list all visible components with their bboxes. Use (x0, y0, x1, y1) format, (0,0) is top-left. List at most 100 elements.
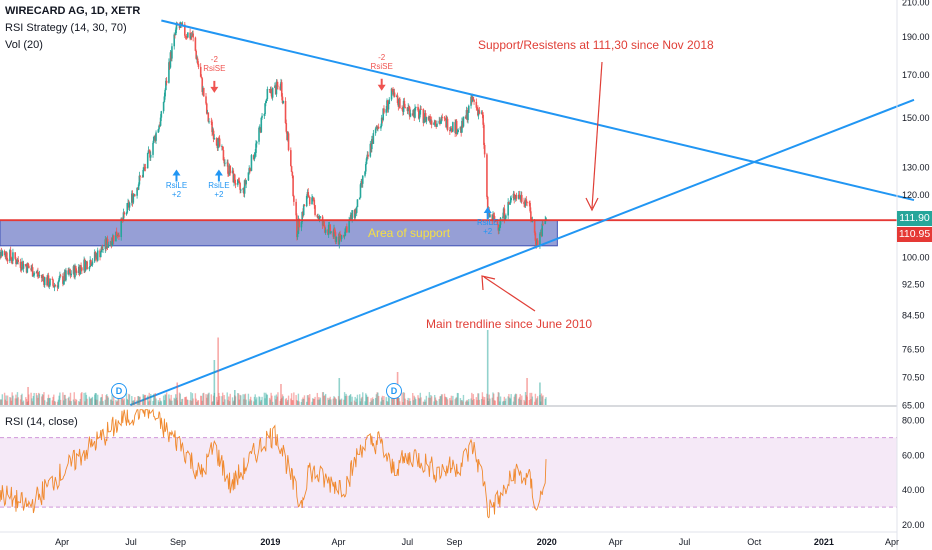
volume-bar (452, 395, 454, 405)
price-tick-label: 190.00 (902, 32, 930, 42)
volume-bar (466, 399, 468, 405)
candle-body (196, 58, 199, 64)
volume-bar (64, 394, 66, 405)
volume-bar (306, 401, 308, 405)
volume-bar (401, 392, 403, 405)
volume-bar (493, 393, 495, 405)
volume-bar (32, 395, 35, 405)
candle-body (116, 235, 119, 237)
candle-body (26, 262, 29, 273)
volume-bar (62, 392, 64, 405)
candle-body (86, 261, 88, 270)
candle-body (70, 273, 73, 276)
candle-body (139, 175, 141, 177)
volume-bar (403, 392, 406, 405)
volume-bar (189, 400, 191, 405)
volume-bar (381, 395, 384, 405)
volume-spike (486, 330, 489, 405)
candle-body (11, 260, 13, 262)
candle-body (179, 25, 182, 28)
candle-body (111, 241, 113, 246)
rsi-line (0, 408, 547, 519)
dividend-marker[interactable]: D (386, 383, 402, 399)
candle-body (80, 265, 82, 268)
candle-body (118, 234, 120, 238)
volume-bar (446, 399, 449, 405)
volume-bar (75, 398, 77, 405)
volume-bar (70, 401, 72, 405)
volume-bar (202, 393, 204, 405)
candle-body (123, 212, 126, 215)
volume-bar (351, 396, 353, 405)
volume-bar (450, 395, 453, 405)
volume-bar (366, 396, 369, 405)
resistance-annotation: Support/Resistens at 111,30 since Nov 20… (478, 38, 714, 52)
signal-arrow (377, 78, 386, 91)
candle-body (138, 175, 141, 185)
volume-bar (455, 397, 457, 405)
volume-bar (163, 400, 166, 405)
volume-bar (340, 400, 342, 405)
rsi-legend[interactable]: RSI (14, close) (5, 416, 78, 428)
volume-bar (17, 397, 19, 405)
volume-legend[interactable]: Vol (20) (5, 39, 43, 51)
support-area (0, 219, 558, 247)
volume-bar (184, 397, 187, 405)
volume-bar (218, 396, 221, 405)
volume-bar (152, 401, 154, 405)
volume-bar (499, 396, 502, 405)
volume-bar (440, 396, 442, 405)
volume-bar (284, 399, 287, 405)
volume-bar (186, 399, 188, 405)
volume-bar (58, 395, 60, 405)
volume-bar (361, 396, 363, 405)
candle-body (147, 150, 150, 153)
volume-bar (502, 400, 505, 405)
volume-bar (528, 400, 531, 405)
candle-body (58, 278, 60, 282)
volume-bar (211, 401, 213, 405)
volume-bar (499, 401, 501, 405)
volume-bar (84, 392, 87, 405)
rsi-tick-label: 60.00 (902, 450, 925, 460)
volume-bar (438, 399, 440, 405)
volume-bar (290, 393, 293, 405)
signal-label: RsiLE +2 (476, 218, 500, 236)
volume-bar (120, 395, 122, 405)
strategy-legend[interactable]: RSI Strategy (14, 30, 70) (5, 22, 127, 34)
volume-bar (107, 397, 110, 405)
candle-body (439, 121, 442, 124)
candle-body (43, 277, 46, 286)
price-tick-label: 150.00 (902, 113, 930, 123)
candle-body (184, 24, 186, 36)
candle-body (488, 209, 491, 218)
volume-bar (242, 394, 244, 405)
volume-bar (491, 397, 493, 405)
candle-body (290, 150, 292, 167)
volume-bar (349, 395, 351, 405)
candle-body (513, 193, 515, 200)
volume-bar (307, 395, 309, 405)
volume-bar (122, 394, 124, 405)
candle-body (261, 115, 263, 118)
volume-bar (470, 398, 472, 405)
price-tick-label: 100.00 (902, 252, 930, 262)
dividend-marker[interactable]: D (111, 383, 127, 399)
volume-bar (134, 397, 136, 405)
candle-body (240, 189, 242, 191)
volume-bar (413, 395, 415, 405)
volume-bar (259, 396, 261, 405)
candle-body (422, 109, 425, 123)
candle-body (32, 275, 35, 277)
candle-body (316, 214, 319, 218)
candle-body (429, 116, 431, 122)
candle-body (15, 258, 17, 264)
candle-body (450, 128, 453, 129)
candle-body (499, 217, 502, 225)
candle-body (19, 261, 22, 268)
candle-body (308, 196, 310, 198)
volume-bar (159, 400, 162, 405)
candle-body (159, 125, 161, 127)
